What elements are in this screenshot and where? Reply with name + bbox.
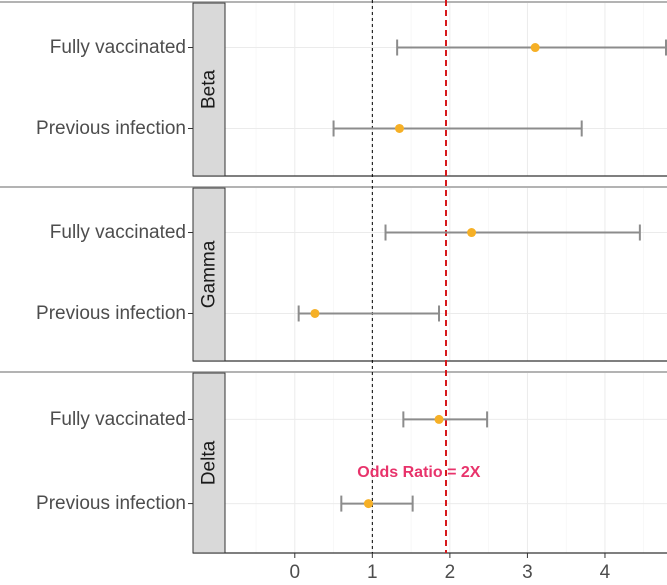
row-label-delta-previous-infection: Previous infection <box>36 493 186 514</box>
marks-layer <box>297 39 667 512</box>
row-label-delta-fully-vaccinated: Fully vaccinated <box>50 409 186 430</box>
strip-delta <box>192 372 226 554</box>
x-axis: 0 1 2 3 4 <box>290 553 611 583</box>
estimate-point-delta-previous-infection <box>363 499 373 509</box>
row-label-beta-previous-infection: Previous infection <box>36 118 186 139</box>
strip-label-gamma: Gamma <box>199 240 220 308</box>
strip-label-beta: Beta <box>199 70 220 110</box>
strip-gamma <box>192 187 226 362</box>
strip-beta <box>192 2 226 177</box>
x-tick-label-1: 1 <box>367 562 378 583</box>
x-tick-label-4: 4 <box>600 562 611 583</box>
estimate-point-beta-previous-infection <box>394 123 404 133</box>
reference-lines-layer <box>371 0 447 553</box>
estimate-point-gamma-previous-infection <box>310 308 320 318</box>
x-tick-label-0: 0 <box>290 562 301 583</box>
row-label-gamma-previous-infection: Previous infection <box>36 303 186 324</box>
strip-label-delta: Delta <box>199 440 220 485</box>
panels-layer: Beta Fully vaccinated Previous infection Ga… <box>0 1 667 554</box>
odds-ratio-annotation: Odds Ratio = 2X <box>357 464 480 481</box>
row-label-gamma-fully-vaccinated: Fully vaccinated <box>50 222 186 243</box>
x-tick-label-2: 2 <box>445 562 456 583</box>
estimate-point-delta-fully-vaccinated <box>434 414 444 424</box>
estimate-point-gamma-fully-vaccinated <box>467 228 477 238</box>
x-tick-label-3: 3 <box>522 562 533 583</box>
estimate-point-beta-fully-vaccinated <box>530 43 540 53</box>
row-label-beta-fully-vaccinated: Fully vaccinated <box>50 37 186 58</box>
